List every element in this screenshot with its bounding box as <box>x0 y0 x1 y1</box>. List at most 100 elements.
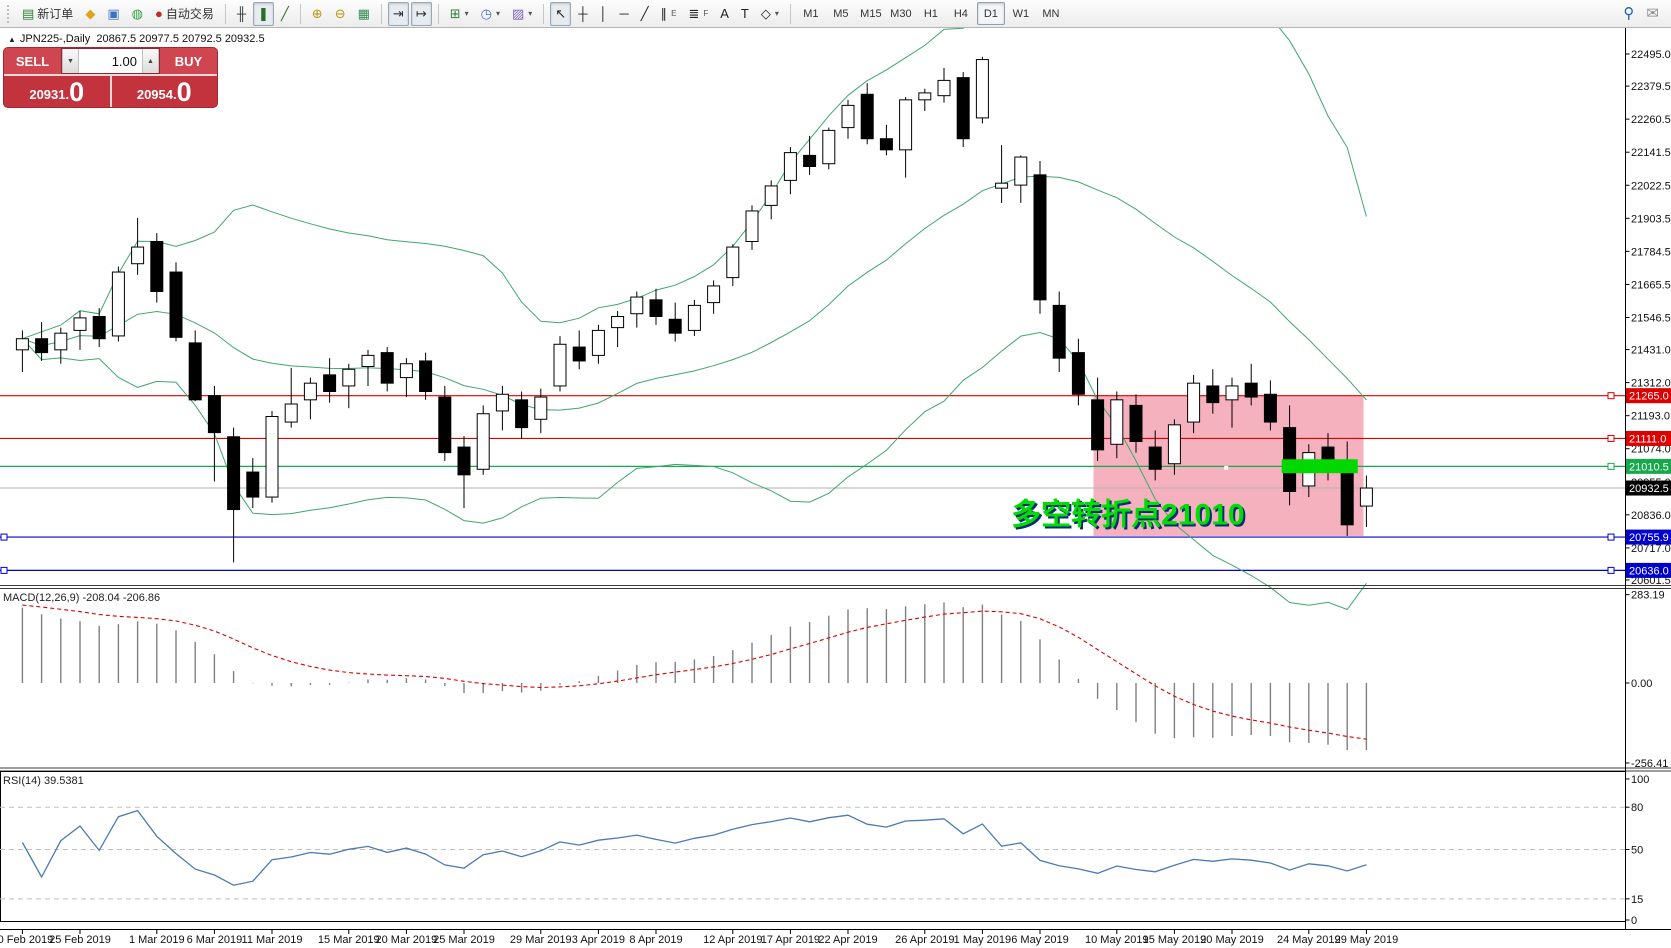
candle-body <box>726 246 740 279</box>
cursor-icon: ↖ <box>555 6 567 21</box>
annotation-text[interactable]: 多空转折点21010 <box>1011 498 1244 531</box>
candle-body <box>342 368 356 387</box>
crosshair-button[interactable]: ┼ <box>573 2 592 26</box>
timeframe-m1-button[interactable]: M1 <box>803 7 819 20</box>
arrows-dropdown-icon[interactable]: ▾ <box>774 9 779 18</box>
zoom-in-button[interactable]: ⊕ <box>307 2 328 26</box>
candle-body <box>303 382 317 401</box>
bar-chart-button[interactable]: ╫ <box>232 2 251 26</box>
bollinger-middle-band <box>22 175 1367 411</box>
timeframe-m30-button[interactable]: M30 <box>890 7 912 20</box>
autotrading-icon: ● <box>154 6 163 21</box>
line-chart-button[interactable]: ╱ <box>276 2 294 26</box>
timeframe-m5-button[interactable]: M5 <box>833 7 849 20</box>
cursor-button[interactable]: ↖ <box>550 1 572 26</box>
vertical-line-button[interactable]: │ <box>594 2 612 26</box>
price-tick-label: 21903.5 <box>1631 213 1671 225</box>
candle-body <box>591 329 605 356</box>
data-window-icon: ▣ <box>107 6 120 21</box>
zoom-out-icon: ⊖ <box>334 6 346 21</box>
candle-body <box>879 138 893 151</box>
price-badge <box>1626 480 1671 496</box>
trendline-button[interactable]: ╱ <box>636 2 654 26</box>
autotrading-button[interactable]: ● 自动交易 <box>150 2 219 26</box>
line-handle[interactable] <box>1607 533 1615 541</box>
candle-body <box>92 316 106 340</box>
candle-body <box>860 93 874 140</box>
buy-price[interactable]: 20954. 0 <box>112 76 218 107</box>
collapse-triangle-icon[interactable]: ▲ <box>8 35 16 44</box>
candle-body <box>476 413 490 470</box>
line-handle[interactable] <box>1607 462 1615 470</box>
new-order-button[interactable]: ▤ 新订单 <box>17 2 78 26</box>
object-handle-dot[interactable] <box>1224 465 1229 470</box>
periods-button[interactable]: ◷ ▾ <box>476 2 505 26</box>
equidistant-channel-button[interactable]: ∥ E <box>656 2 682 26</box>
candle-body <box>1091 399 1105 451</box>
candle-body <box>361 354 375 367</box>
volume-decrease-button[interactable]: ▼ <box>62 49 79 73</box>
candle-body <box>707 285 721 304</box>
sell-price[interactable]: 20931. 0 <box>4 76 110 107</box>
templates-dropdown-icon[interactable]: ▾ <box>528 9 533 18</box>
sell-button[interactable]: SELL <box>4 48 61 74</box>
price-tick-label: 21074.0 <box>1631 444 1671 456</box>
indicators-button[interactable]: ⊞ ▾ <box>445 2 474 26</box>
candle-body <box>227 436 241 511</box>
price-badge-label: 20932.5 <box>1629 483 1669 495</box>
bollinger-lower-band <box>22 331 1367 611</box>
candle-body <box>956 77 970 140</box>
line-handle[interactable] <box>1607 392 1615 400</box>
vertical-line-icon: │ <box>599 6 608 21</box>
line-handle[interactable] <box>0 566 8 574</box>
volume-increase-button[interactable]: ▲ <box>142 49 159 73</box>
data-window-button[interactable]: ▣ <box>102 2 124 26</box>
text-label-button[interactable]: T <box>736 2 754 26</box>
candle-body <box>111 271 125 337</box>
buy-button[interactable]: BUY <box>160 48 217 74</box>
candle-body <box>515 399 529 429</box>
symbol-ohlc-values: 20867.5 20977.5 20792.5 20932.5 <box>96 33 265 45</box>
volume-input[interactable]: 1.00 <box>79 49 142 73</box>
timeframe-d1-button[interactable]: D1 <box>976 2 1005 25</box>
timeframe-w1-button[interactable]: W1 <box>1012 7 1030 20</box>
annotation-shadow: 多空转折点21010 <box>1013 500 1246 533</box>
timeframe-h1-button[interactable]: H1 <box>923 7 938 20</box>
line-handle[interactable] <box>1607 566 1615 574</box>
fibonacci-button[interactable]: ≣ F <box>683 2 713 26</box>
macd-tick-label: 0.00 <box>1631 678 1652 690</box>
zoom-out-button[interactable]: ⊖ <box>330 2 351 26</box>
text-button[interactable]: A <box>715 2 734 26</box>
line-handle[interactable] <box>1607 434 1615 442</box>
arrows-button[interactable]: ◇ ▾ <box>756 2 784 26</box>
green-level-bar[interactable] <box>1281 459 1358 474</box>
tile-windows-button[interactable]: ▦ <box>353 2 375 26</box>
candlestick-chart-button[interactable]: ❚ <box>253 1 274 26</box>
search-button[interactable]: ⚲ <box>1618 2 1639 26</box>
line-chart-icon: ╱ <box>280 6 289 21</box>
time-tick-label: 22 Apr 2019 <box>818 934 877 946</box>
chart-shift-button[interactable]: ↦ <box>410 1 432 26</box>
chat-button[interactable]: ✉ <box>1641 2 1664 26</box>
macd-tick-label: 283.19 <box>1631 590 1665 602</box>
templates-button[interactable]: ▨ ▾ <box>507 2 537 26</box>
horizontal-line-icon: ─ <box>619 6 629 21</box>
auto-scroll-button[interactable]: ⇥ <box>387 1 409 26</box>
time-tick-label: 20 Mar 2019 <box>376 934 438 946</box>
new-order-icon: ▤ <box>22 6 35 21</box>
candle-body <box>783 152 797 181</box>
timeframe-mn-button[interactable]: MN <box>1042 7 1060 20</box>
periods-dropdown-icon[interactable]: ▾ <box>495 9 500 18</box>
timeframe-m15-button[interactable]: M15 <box>860 7 882 20</box>
line-handle[interactable] <box>0 533 8 541</box>
gold-button[interactable]: ◆ <box>80 2 100 26</box>
signals-button[interactable]: ◍ <box>127 2 148 26</box>
buy-price-main: 20954. <box>136 87 177 103</box>
horizontal-line-button[interactable]: ─ <box>615 2 634 26</box>
time-tick-label: 25 Mar 2019 <box>433 934 495 946</box>
indicators-dropdown-icon[interactable]: ▾ <box>464 9 469 18</box>
rsi-tick-label: 15 <box>1631 894 1643 906</box>
candle-body <box>822 129 836 165</box>
timeframe-h4-button[interactable]: H4 <box>953 7 968 20</box>
